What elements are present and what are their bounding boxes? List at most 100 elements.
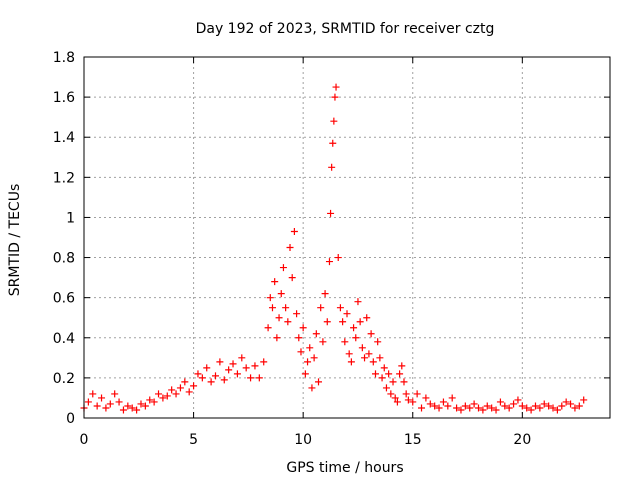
x-tick-label: 15 [404, 432, 422, 448]
data-point [444, 402, 452, 410]
data-point [380, 364, 388, 372]
data-point [404, 396, 412, 404]
data-point [369, 358, 377, 366]
data-point [343, 310, 351, 318]
data-point [363, 314, 371, 322]
data-point [514, 396, 522, 404]
data-point [396, 370, 404, 378]
data-point [141, 402, 149, 410]
data-point [488, 404, 496, 412]
y-tick-label: 1.2 [53, 170, 75, 186]
data-point [172, 390, 180, 398]
data-point [255, 374, 263, 382]
data-point [273, 334, 281, 342]
data-point [288, 274, 296, 282]
data-point [475, 404, 482, 412]
data-point [448, 394, 456, 402]
data-point [492, 406, 500, 414]
data-point [413, 390, 421, 398]
data-point [496, 398, 504, 406]
data-point [575, 402, 583, 410]
data-point [510, 400, 518, 408]
data-point [203, 364, 211, 372]
data-point [457, 406, 465, 414]
data-point [371, 370, 379, 378]
x-tick-label: 0 [80, 432, 89, 448]
data-point [290, 227, 298, 235]
y-axis-label: SRMTID / TECUs [7, 184, 23, 297]
data-point [137, 400, 145, 408]
data-point [284, 318, 292, 326]
data-point [422, 394, 430, 402]
data-point [266, 294, 274, 302]
data-point [540, 400, 548, 408]
data-point [387, 390, 395, 398]
data-point [84, 398, 92, 406]
data-point [198, 374, 206, 382]
y-tick-label: 0.4 [53, 331, 75, 347]
data-point [356, 318, 364, 326]
data-point [282, 304, 290, 312]
data-point [365, 350, 373, 358]
data-point [350, 324, 358, 332]
data-point [242, 364, 250, 372]
data-point [426, 400, 434, 408]
data-point [150, 398, 158, 406]
data-point [293, 310, 301, 318]
data-point [310, 354, 318, 362]
data-point [523, 404, 531, 412]
data-point [119, 406, 127, 414]
data-point [238, 354, 246, 362]
data-point [286, 244, 294, 252]
data-point [453, 404, 461, 412]
data-point [527, 406, 535, 414]
data-point [124, 402, 132, 410]
data-point [331, 93, 339, 101]
data-point [264, 324, 272, 332]
tick-labels: 0 0.2 0.4 0.6 0.8 1 1.2 1.4 1.6 1.8 0 5 10 15 20 [53, 50, 532, 448]
data-point [168, 386, 176, 394]
data-point [306, 344, 314, 352]
data-point [111, 390, 119, 398]
data-point [194, 370, 202, 378]
data-point [220, 376, 228, 384]
data-point [229, 360, 237, 368]
data-point [128, 404, 136, 412]
data-point [549, 404, 557, 412]
data-point [308, 384, 316, 392]
x-axis-label: GPS time / hours [286, 460, 403, 476]
data-point [332, 83, 340, 91]
data-point [89, 390, 97, 398]
data-point [531, 402, 539, 410]
data-point [466, 404, 474, 412]
data-point [389, 378, 397, 386]
x-tick-label: 5 [189, 432, 198, 448]
data-point [483, 402, 491, 410]
data-point [317, 304, 325, 312]
data-point [185, 388, 193, 396]
data-point [325, 258, 333, 266]
data-point [299, 324, 307, 332]
data-point [233, 370, 241, 378]
data-point [312, 330, 320, 338]
data-point [376, 354, 384, 362]
data-point [545, 402, 553, 410]
data-point [409, 398, 417, 406]
data-point [190, 382, 198, 390]
x-tick-label: 20 [513, 432, 531, 448]
y-tick-label: 1.4 [53, 130, 75, 146]
data-point [347, 358, 355, 366]
data-point [501, 402, 509, 410]
data-point [571, 404, 579, 412]
data-point [295, 334, 303, 342]
data-point [339, 318, 347, 326]
data-point [260, 358, 268, 366]
data-point [155, 390, 163, 398]
data-point [431, 402, 439, 410]
data-point [567, 400, 575, 408]
data-point [304, 358, 312, 366]
data-point [330, 117, 338, 125]
data-point [268, 304, 276, 312]
data-point [580, 396, 588, 404]
data-point [163, 392, 171, 400]
